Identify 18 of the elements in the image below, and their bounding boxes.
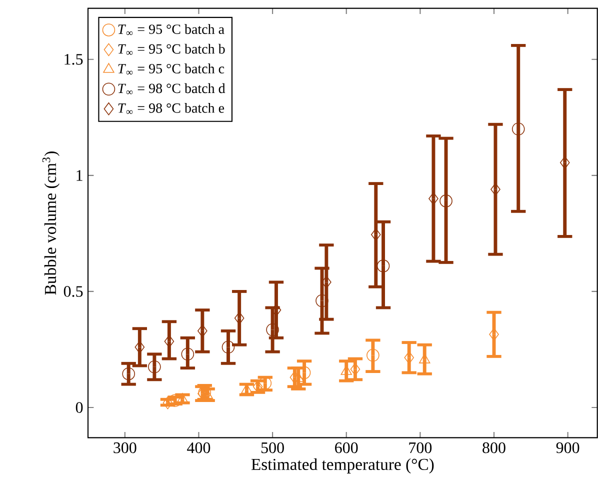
x-tick-label: 800 bbox=[482, 442, 506, 454]
y-tick-label: 1 bbox=[76, 170, 82, 181]
x-tick-label: 300 bbox=[114, 442, 136, 454]
legend-label: T$_{∞}$ = 95 °C batch b bbox=[118, 44, 225, 55]
y-tick-label: 0.5 bbox=[64, 286, 83, 297]
legend-label: T$_{∞}$ = 95 °C batch c bbox=[118, 64, 224, 74]
legend-label: T$_{∞}$ = 98 °C batch d bbox=[118, 83, 226, 94]
x-tick-label: 600 bbox=[335, 442, 358, 454]
y-axis-title: Bubble volume (cm$^{3}$) bbox=[42, 152, 60, 295]
legend-label: T$_{∞}$ = 98 °C batch e bbox=[118, 102, 224, 114]
x-axis-title: Estimated temperature (°C) bbox=[251, 458, 434, 474]
x-tick-label: 900 bbox=[556, 442, 580, 454]
y-tick-label: 0 bbox=[76, 402, 83, 413]
x-tick-label: 500 bbox=[261, 442, 284, 454]
legend-label: T$_{∞}$ = 95 °C batch a bbox=[118, 24, 224, 36]
x-tick-label: 700 bbox=[409, 442, 432, 454]
y-tick-label: 1.5 bbox=[64, 54, 83, 65]
x-tick-label: 400 bbox=[187, 442, 210, 454]
